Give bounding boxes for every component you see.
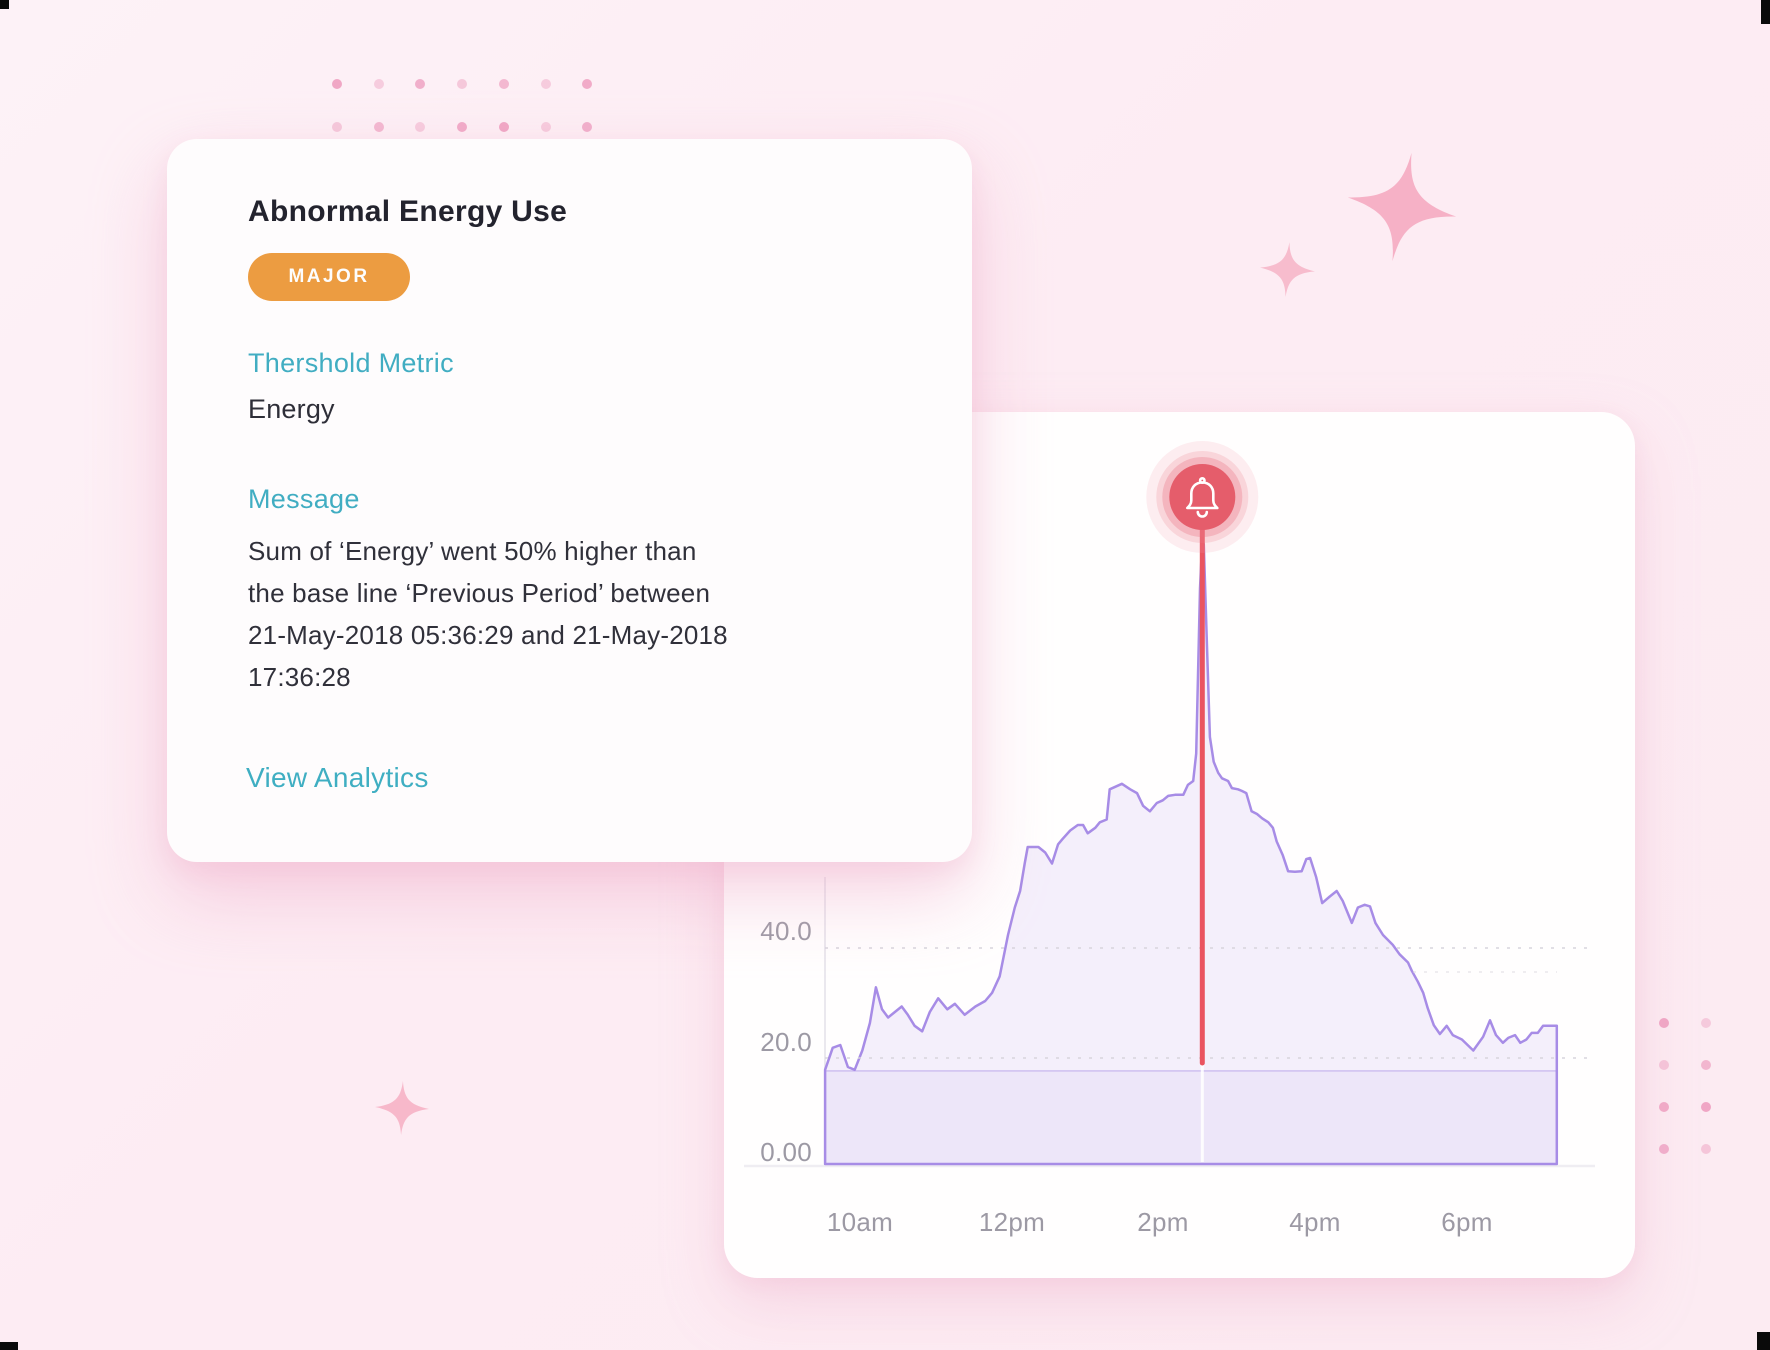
x-tick-2pm: 2pm xyxy=(1137,1207,1189,1237)
decor-dot xyxy=(582,79,593,89)
y-tick-0: 0.00 xyxy=(760,1137,812,1167)
decor-dot xyxy=(1701,1102,1711,1112)
decor-dot xyxy=(1701,1018,1711,1028)
decor-dot xyxy=(1701,1060,1711,1070)
x-tick-4pm: 4pm xyxy=(1289,1207,1341,1237)
decor-dot xyxy=(1701,1144,1711,1154)
x-tick-12pm: 12pm xyxy=(978,1207,1046,1237)
decor-dot xyxy=(457,122,468,132)
alert-message: Sum of ‘Energy’ went 50% higher than the… xyxy=(248,530,728,698)
view-analytics-link[interactable]: View Analytics xyxy=(246,762,429,793)
corner-mark xyxy=(0,1342,18,1350)
decor-dot xyxy=(1659,1018,1669,1028)
corner-mark xyxy=(1761,0,1770,24)
y-tick-20: 20.0 xyxy=(760,1027,812,1057)
threshold-metric-value: Energy xyxy=(248,394,335,424)
alert-bell-marker[interactable] xyxy=(1146,441,1259,553)
alert-message-line: 17:36:28 xyxy=(248,662,351,692)
severity-badge-label: MAJOR xyxy=(288,266,370,287)
corner-mark xyxy=(0,0,9,9)
energy-area-chart xyxy=(744,441,1595,1168)
decor-dot xyxy=(373,122,384,132)
previous-period-area xyxy=(825,1070,1557,1164)
decor-dot xyxy=(498,122,509,132)
energy-area xyxy=(823,537,1559,1166)
message-label: Message xyxy=(248,484,360,514)
decor-dot xyxy=(540,79,551,89)
sparkle-icon xyxy=(1338,143,1465,270)
sparkle-icon xyxy=(374,1080,430,1136)
decor-dot xyxy=(1659,1060,1669,1070)
decor-dot xyxy=(1659,1102,1669,1112)
alert-message-line: Sum of ‘Energy’ went 50% higher than xyxy=(248,536,697,566)
alert-message-line: the base line ‘Previous Period’ between xyxy=(248,578,711,608)
alert-message-line: 21-May-2018 05:36:29 and 21-May-2018 xyxy=(248,620,728,650)
decor-dot xyxy=(582,122,593,132)
sparkle-icon xyxy=(1258,240,1317,299)
x-tick-10am: 10am xyxy=(826,1207,894,1237)
severity-badge: MAJOR xyxy=(248,253,410,301)
decor-dot xyxy=(332,122,342,132)
x-tick-6pm: 6pm xyxy=(1441,1207,1493,1237)
decor-dot xyxy=(1659,1144,1669,1154)
decor-dot xyxy=(498,79,509,89)
decor-dot xyxy=(332,79,342,89)
decor-dot xyxy=(540,122,551,132)
y-tick-40: 40.0 xyxy=(760,916,812,946)
decor-dot xyxy=(373,79,384,89)
corner-mark xyxy=(1757,1332,1770,1350)
alert-card: Abnormal Energy Use MAJOR Thershold Metr… xyxy=(167,139,972,862)
threshold-metric-label: Thershold Metric xyxy=(248,348,454,378)
alert-title: Abnormal Energy Use xyxy=(248,195,568,228)
decor-dot xyxy=(415,122,426,132)
bell-icon xyxy=(1185,476,1219,518)
decor-dot xyxy=(457,79,468,89)
decor-dot xyxy=(415,79,426,89)
